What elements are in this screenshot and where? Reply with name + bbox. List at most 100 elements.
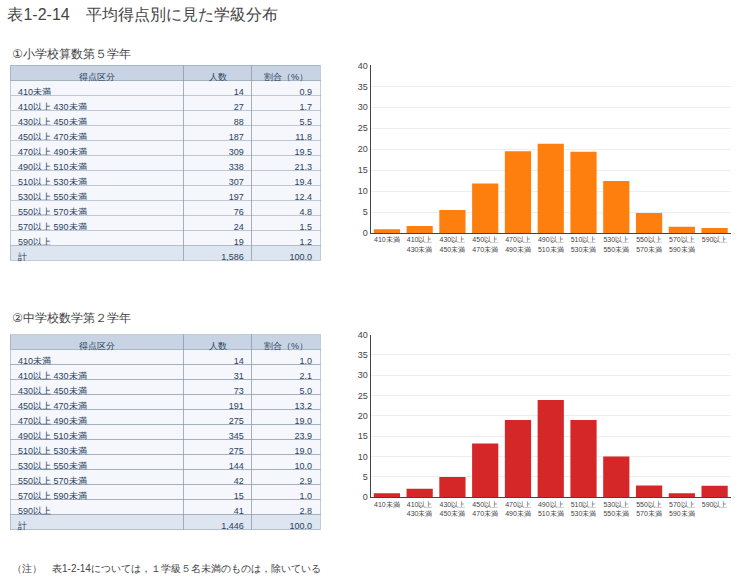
svg-text:15: 15 [358, 165, 368, 175]
svg-text:5.5: 5.5 [299, 117, 312, 128]
svg-text:530以上550未満: 530以上550未満 [603, 501, 629, 517]
svg-text:590以上: 590以上 [18, 237, 51, 248]
svg-text:470以上490未満: 470以上490未満 [505, 501, 531, 517]
svg-text:11.8: 11.8 [295, 132, 312, 143]
svg-text:450以上470未満: 450以上470未満 [472, 236, 498, 252]
svg-text:410以上430未満: 410以上430未満 [407, 501, 433, 517]
svg-text:21.3: 21.3 [294, 162, 312, 173]
svg-text:530以上 550未満: 530以上 550未満 [18, 461, 87, 472]
svg-text:計: 計 [18, 252, 27, 262]
svg-text:35: 35 [358, 350, 368, 360]
svg-text:470以上490未満: 470以上490未満 [505, 236, 531, 252]
svg-text:410未満: 410未満 [374, 236, 400, 243]
svg-text:得点区分: 得点区分 [79, 72, 115, 82]
svg-text:10: 10 [358, 452, 368, 462]
svg-text:410以上 430未満: 410以上 430未満 [18, 102, 87, 113]
svg-text:490以上510未満: 490以上510未満 [538, 236, 564, 252]
svg-text:①小学校算数第５学年: ①小学校算数第５学年 [12, 47, 131, 61]
svg-text:450以上 470未満: 450以上 470未満 [18, 132, 87, 143]
svg-text:100.0: 100.0 [289, 521, 312, 531]
svg-text:②中学校数学第２学年: ②中学校数学第２学年 [12, 311, 131, 325]
svg-text:4.8: 4.8 [299, 207, 312, 218]
svg-text:5: 5 [363, 207, 368, 217]
svg-text:410以上430未満: 410以上430未満 [407, 236, 433, 252]
svg-text:550以上 570未満: 550以上 570未満 [18, 476, 87, 487]
svg-text:割合（%）: 割合（%） [264, 341, 308, 351]
svg-text:20: 20 [358, 411, 368, 421]
svg-text:1.5: 1.5 [299, 222, 312, 233]
svg-text:570以上 590未満: 570以上 590未満 [18, 491, 87, 502]
svg-text:（注） 表1-2-14については，１学級５名未満のものは，除: （注） 表1-2-14については，１学級５名未満のものは，除いている [12, 563, 321, 574]
svg-text:410未満: 410未満 [18, 356, 51, 367]
svg-text:20: 20 [358, 144, 368, 154]
svg-text:490以上 510未満: 490以上 510未満 [18, 162, 87, 173]
svg-text:100.0: 100.0 [289, 252, 312, 262]
svg-text:0: 0 [363, 492, 368, 502]
svg-text:15: 15 [358, 431, 368, 441]
svg-text:550以上570未満: 550以上570未満 [636, 501, 662, 517]
svg-text:5: 5 [363, 472, 368, 482]
svg-text:550以上570未満: 550以上570未満 [636, 236, 662, 252]
svg-text:197: 197 [228, 192, 244, 203]
svg-text:307: 307 [228, 177, 244, 188]
svg-text:25: 25 [358, 123, 368, 133]
svg-text:570以上 590未満: 570以上 590未満 [18, 222, 87, 233]
svg-text:410未満: 410未満 [18, 87, 51, 98]
svg-text:40: 40 [358, 61, 368, 71]
svg-text:590以上: 590以上 [18, 506, 51, 517]
svg-text:30: 30 [358, 370, 368, 380]
svg-text:590以上: 590以上 [702, 501, 728, 508]
svg-text:40: 40 [358, 330, 368, 340]
svg-text:人数: 人数 [209, 341, 227, 351]
svg-text:410以上 430未満: 410以上 430未満 [18, 371, 87, 382]
svg-text:1.2: 1.2 [299, 237, 312, 248]
svg-text:19: 19 [233, 237, 244, 248]
svg-text:76: 76 [233, 207, 244, 218]
svg-text:1,586: 1,586 [221, 252, 244, 262]
svg-text:510以上 530未満: 510以上 530未満 [18, 177, 87, 188]
svg-text:人数: 人数 [209, 72, 227, 82]
svg-text:187: 187 [228, 132, 244, 143]
svg-text:590以上: 590以上 [702, 236, 728, 243]
svg-text:410未満: 410未満 [374, 501, 400, 508]
svg-text:12.4: 12.4 [294, 192, 312, 203]
svg-text:10: 10 [358, 186, 368, 196]
svg-text:割合（%）: 割合（%） [264, 72, 308, 82]
svg-text:470以上 490未満: 470以上 490未満 [18, 147, 87, 158]
svg-text:510以上 530未満: 510以上 530未満 [18, 446, 87, 457]
svg-text:430以上450未満: 430以上450未満 [440, 236, 466, 252]
svg-text:25: 25 [358, 391, 368, 401]
svg-text:19.5: 19.5 [294, 147, 312, 158]
svg-text:309: 309 [228, 147, 244, 158]
svg-text:0: 0 [363, 228, 368, 238]
svg-text:計: 計 [18, 521, 27, 531]
svg-text:430以上 450未満: 430以上 450未満 [18, 386, 87, 397]
svg-text:530以上550未満: 530以上550未満 [603, 236, 629, 252]
svg-text:570以上590未満: 570以上590未満 [669, 236, 695, 252]
svg-text:表1-2-14 平均得点別に見た学級分布: 表1-2-14 平均得点別に見た学級分布 [7, 6, 277, 23]
svg-text:1,446: 1,446 [221, 521, 244, 531]
svg-text:得点区分: 得点区分 [79, 341, 115, 351]
svg-text:338: 338 [228, 162, 244, 173]
svg-text:550以上 570未満: 550以上 570未満 [18, 207, 87, 218]
svg-text:570以上590未満: 570以上590未満 [669, 501, 695, 517]
svg-text:35: 35 [358, 82, 368, 92]
svg-text:470以上 490未満: 470以上 490未満 [18, 416, 87, 427]
svg-text:14: 14 [233, 87, 244, 98]
svg-text:27: 27 [233, 102, 244, 113]
svg-text:510以上530未満: 510以上530未満 [571, 236, 597, 252]
svg-text:1.7: 1.7 [299, 102, 312, 113]
svg-text:530以上 550未満: 530以上 550未満 [18, 192, 87, 203]
svg-text:490以上 510未満: 490以上 510未満 [18, 431, 87, 442]
svg-text:19.4: 19.4 [294, 177, 312, 188]
svg-text:430以上450未満: 430以上450未満 [440, 501, 466, 517]
svg-text:30: 30 [358, 102, 368, 112]
svg-text:450以上470未満: 450以上470未満 [472, 501, 498, 517]
svg-text:510以上530未満: 510以上530未満 [571, 501, 597, 517]
svg-text:0.9: 0.9 [299, 87, 312, 98]
svg-text:88: 88 [233, 117, 244, 128]
svg-text:430以上 450未満: 430以上 450未満 [18, 117, 87, 128]
svg-text:24: 24 [233, 222, 244, 233]
svg-text:450以上 470未満: 450以上 470未満 [18, 401, 87, 412]
svg-text:490以上510未満: 490以上510未満 [538, 501, 564, 517]
